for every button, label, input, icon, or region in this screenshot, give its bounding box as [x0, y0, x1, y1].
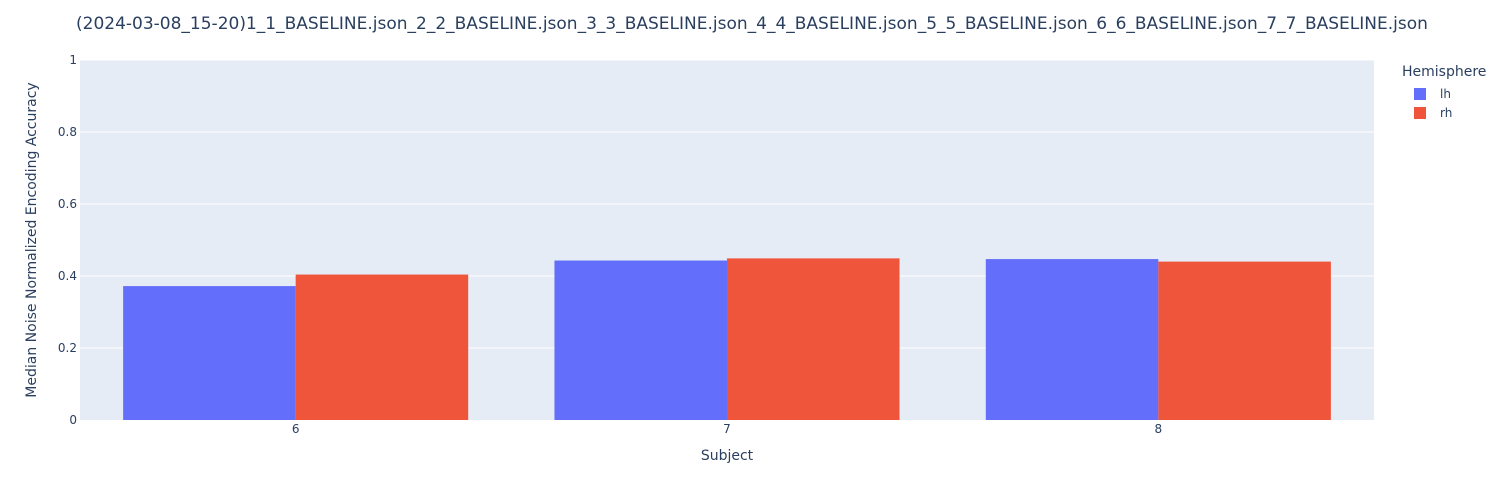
x-tick-labels: 6 7 8	[292, 422, 1162, 436]
legend-item-rh[interactable]: rh	[1402, 103, 1486, 122]
bar-lh-7[interactable]	[554, 260, 727, 420]
legend-title: Hemisphere	[1402, 64, 1487, 80]
legend: Hemisphere lh rh	[1402, 64, 1486, 122]
y-tick-labels: 0 0.2 0.4 0.6 0.8 1	[58, 53, 77, 427]
y-tick-label: 0.8	[58, 125, 77, 139]
bar-rh-6[interactable]	[295, 274, 469, 420]
y-tick-label: 0.4	[58, 269, 77, 283]
chart-title: (2024-03-08_15-20)1_1_BASELINE.json_2_2_…	[76, 14, 1428, 34]
x-tick-label: 8	[1155, 422, 1163, 436]
y-tick-label: 0.2	[58, 341, 77, 355]
bar-lh-8[interactable]	[985, 259, 1159, 420]
x-tick-label: 6	[292, 422, 300, 436]
bar-lh-6[interactable]	[123, 286, 296, 420]
legend-item-lh[interactable]: lh	[1402, 84, 1486, 103]
legend-swatch	[1414, 106, 1426, 119]
legend-label: rh	[1440, 105, 1453, 120]
x-tick-label: 7	[723, 422, 731, 436]
x-axis-title: Subject	[701, 448, 754, 464]
y-tick-label: 0	[69, 413, 77, 427]
bar-rh-7[interactable]	[727, 258, 900, 420]
y-tick-label: 0.6	[58, 197, 77, 211]
y-axis-title: Median Noise Normalized Encoding Accurac…	[24, 82, 40, 397]
legend-label: lh	[1440, 86, 1451, 101]
y-tick-label: 1	[69, 53, 77, 67]
bar-rh-8[interactable]	[1158, 261, 1331, 420]
bars	[123, 258, 1331, 420]
legend-swatch	[1414, 87, 1426, 100]
